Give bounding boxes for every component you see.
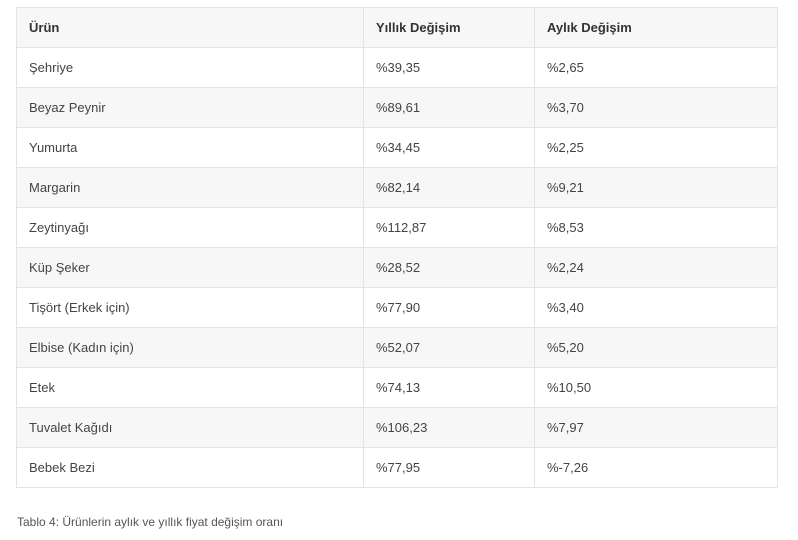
- table-row: Beyaz Peynir %89,61 %3,70: [16, 87, 778, 128]
- table-row: Etek %74,13 %10,50: [16, 367, 778, 408]
- cell-product: Tuvalet Kağıdı: [16, 407, 364, 448]
- table-row: Tuvalet Kağıdı %106,23 %7,97: [16, 407, 778, 448]
- cell-yearly-change: %77,95: [363, 447, 535, 488]
- header-monthly-change: Aylık Değişim: [534, 7, 778, 48]
- cell-monthly-change: %2,24: [534, 247, 778, 288]
- header-product: Ürün: [16, 7, 364, 48]
- cell-product: Beyaz Peynir: [16, 87, 364, 128]
- cell-yearly-change: %112,87: [363, 207, 535, 248]
- table-row: Zeytinyağı %112,87 %8,53: [16, 207, 778, 248]
- cell-product: Tişört (Erkek için): [16, 287, 364, 328]
- table-row: Şehriye %39,35 %2,65: [16, 47, 778, 88]
- cell-yearly-change: %34,45: [363, 127, 535, 168]
- cell-yearly-change: %28,52: [363, 247, 535, 288]
- table-row: Margarin %82,14 %9,21: [16, 167, 778, 208]
- cell-monthly-change: %-7,26: [534, 447, 778, 488]
- table-row: Elbise (Kadın için) %52,07 %5,20: [16, 327, 778, 368]
- cell-product: Şehriye: [16, 47, 364, 88]
- cell-monthly-change: %2,25: [534, 127, 778, 168]
- price-change-table-container: Ürün Yıllık Değişim Aylık Değişim Şehriy…: [16, 7, 778, 488]
- cell-product: Küp Şeker: [16, 247, 364, 288]
- table-row: Küp Şeker %28,52 %2,24: [16, 247, 778, 288]
- table-caption: Tablo 4: Ürünlerin aylık ve yıllık fiyat…: [17, 515, 284, 529]
- cell-yearly-change: %89,61: [363, 87, 535, 128]
- cell-monthly-change: %8,53: [534, 207, 778, 248]
- cell-yearly-change: %52,07: [363, 327, 535, 368]
- header-yearly-change: Yıllık Değişim: [363, 7, 535, 48]
- cell-product: Zeytinyağı: [16, 207, 364, 248]
- cell-monthly-change: %2,65: [534, 47, 778, 88]
- cell-monthly-change: %9,21: [534, 167, 778, 208]
- table-row: Tişört (Erkek için) %77,90 %3,40: [16, 287, 778, 328]
- cell-monthly-change: %3,70: [534, 87, 778, 128]
- price-change-table: Ürün Yıllık Değişim Aylık Değişim Şehriy…: [16, 7, 778, 488]
- table-header-row: Ürün Yıllık Değişim Aylık Değişim: [16, 7, 778, 48]
- cell-yearly-change: %106,23: [363, 407, 535, 448]
- cell-product: Bebek Bezi: [16, 447, 364, 488]
- table-row: Yumurta %34,45 %2,25: [16, 127, 778, 168]
- cell-monthly-change: %5,20: [534, 327, 778, 368]
- cell-monthly-change: %3,40: [534, 287, 778, 328]
- cell-yearly-change: %77,90: [363, 287, 535, 328]
- cell-product: Etek: [16, 367, 364, 408]
- table-row: Bebek Bezi %77,95 %-7,26: [16, 447, 778, 488]
- cell-yearly-change: %39,35: [363, 47, 535, 88]
- cell-product: Elbise (Kadın için): [16, 327, 364, 368]
- cell-monthly-change: %7,97: [534, 407, 778, 448]
- cell-product: Margarin: [16, 167, 364, 208]
- cell-yearly-change: %74,13: [363, 367, 535, 408]
- cell-product: Yumurta: [16, 127, 364, 168]
- cell-yearly-change: %82,14: [363, 167, 535, 208]
- cell-monthly-change: %10,50: [534, 367, 778, 408]
